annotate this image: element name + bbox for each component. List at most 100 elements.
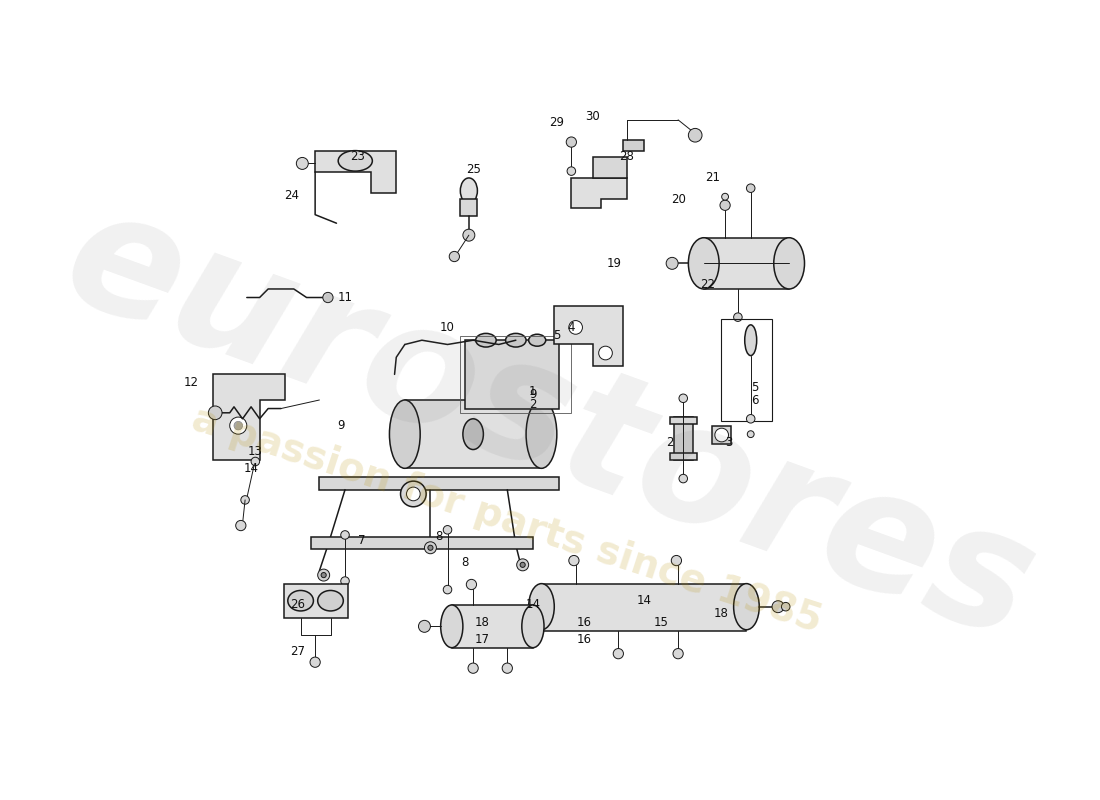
Bar <box>460 336 571 413</box>
Text: 20: 20 <box>671 193 685 206</box>
Circle shape <box>310 657 320 667</box>
Circle shape <box>781 602 790 611</box>
Text: 10: 10 <box>440 321 455 334</box>
Text: 24: 24 <box>285 189 299 202</box>
Circle shape <box>418 620 430 632</box>
Bar <box>460 199 477 216</box>
Polygon shape <box>284 584 348 618</box>
Text: 6: 6 <box>751 394 759 406</box>
Circle shape <box>517 559 529 571</box>
Bar <box>670 453 697 460</box>
Text: 8: 8 <box>436 530 442 543</box>
Polygon shape <box>319 477 559 490</box>
Text: 13: 13 <box>248 445 263 458</box>
Circle shape <box>407 487 420 501</box>
Text: 28: 28 <box>619 150 635 163</box>
Circle shape <box>230 417 246 434</box>
Circle shape <box>667 258 678 270</box>
Text: 9: 9 <box>529 387 537 401</box>
Circle shape <box>443 526 452 534</box>
Text: a passion for parts since 1985: a passion for parts since 1985 <box>187 399 827 640</box>
Text: 14: 14 <box>637 594 651 607</box>
Circle shape <box>568 167 575 175</box>
Circle shape <box>443 586 452 594</box>
Circle shape <box>234 422 242 430</box>
Circle shape <box>569 321 583 334</box>
Polygon shape <box>405 400 541 468</box>
Circle shape <box>428 545 433 550</box>
Text: 7: 7 <box>359 534 366 547</box>
Circle shape <box>241 496 250 504</box>
Ellipse shape <box>338 150 373 171</box>
Text: 27: 27 <box>290 646 306 658</box>
Ellipse shape <box>288 590 313 611</box>
Circle shape <box>235 521 246 530</box>
Circle shape <box>449 251 460 262</box>
Text: 22: 22 <box>701 278 715 291</box>
Text: 21: 21 <box>705 171 719 185</box>
Ellipse shape <box>475 334 496 347</box>
Text: eurostores: eurostores <box>45 175 1055 676</box>
Circle shape <box>296 158 308 170</box>
Text: 23: 23 <box>351 150 365 163</box>
Circle shape <box>613 649 624 658</box>
Text: 18: 18 <box>474 615 490 629</box>
Polygon shape <box>315 150 396 194</box>
Polygon shape <box>571 178 627 208</box>
Ellipse shape <box>460 178 477 203</box>
Text: 3: 3 <box>726 436 733 450</box>
Circle shape <box>318 569 330 581</box>
Polygon shape <box>212 374 285 460</box>
Ellipse shape <box>745 325 757 355</box>
Circle shape <box>722 194 728 200</box>
Text: 29: 29 <box>549 116 564 129</box>
Circle shape <box>425 542 437 554</box>
Text: 5: 5 <box>751 381 759 394</box>
Circle shape <box>566 137 576 147</box>
Polygon shape <box>593 157 627 178</box>
Circle shape <box>679 474 688 483</box>
Circle shape <box>734 313 742 322</box>
Text: 17: 17 <box>474 633 490 646</box>
Polygon shape <box>704 238 789 289</box>
Circle shape <box>341 530 350 539</box>
Circle shape <box>468 663 478 674</box>
Polygon shape <box>554 306 623 366</box>
Text: 16: 16 <box>576 615 592 629</box>
Text: 14: 14 <box>526 598 540 611</box>
Circle shape <box>747 184 755 193</box>
Ellipse shape <box>463 418 483 450</box>
Circle shape <box>463 229 475 241</box>
Polygon shape <box>623 139 643 150</box>
Polygon shape <box>311 537 532 550</box>
Polygon shape <box>541 584 747 630</box>
Ellipse shape <box>400 481 426 506</box>
Circle shape <box>689 129 702 142</box>
Ellipse shape <box>526 400 557 468</box>
Text: 1: 1 <box>529 385 537 398</box>
Circle shape <box>747 414 755 423</box>
Text: 25: 25 <box>465 163 481 176</box>
Text: 12: 12 <box>184 377 199 390</box>
Bar <box>670 417 697 424</box>
Text: 15: 15 <box>653 615 669 629</box>
Circle shape <box>322 292 333 302</box>
Ellipse shape <box>389 400 420 468</box>
Polygon shape <box>464 340 559 409</box>
Text: 14: 14 <box>243 462 258 475</box>
Circle shape <box>321 573 327 578</box>
Circle shape <box>520 562 525 567</box>
Ellipse shape <box>734 584 759 630</box>
Ellipse shape <box>773 238 804 289</box>
Text: 11: 11 <box>338 291 352 304</box>
Circle shape <box>673 649 683 658</box>
Text: 19: 19 <box>606 257 621 270</box>
Text: 4: 4 <box>568 321 575 334</box>
Ellipse shape <box>441 605 463 648</box>
Text: 26: 26 <box>290 598 306 611</box>
Text: 30: 30 <box>585 110 601 123</box>
Polygon shape <box>674 417 693 460</box>
Circle shape <box>208 406 222 420</box>
Circle shape <box>679 394 688 402</box>
Circle shape <box>503 663 513 674</box>
